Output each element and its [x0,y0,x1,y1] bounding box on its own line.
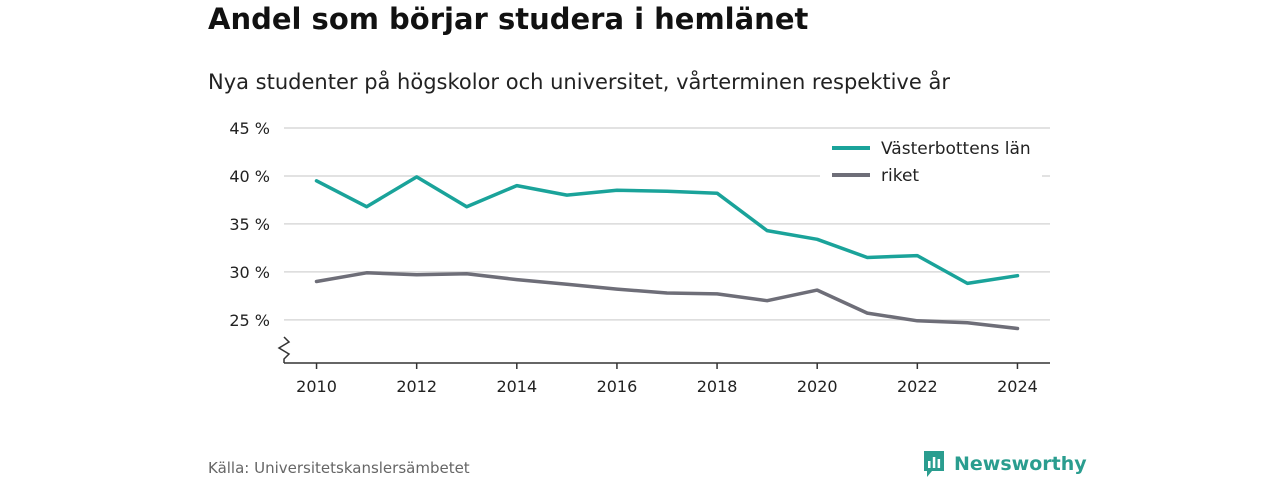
legend-label: Västerbottens län [881,139,1031,159]
x-axis [277,336,1050,364]
y-tick-label: 35 % [229,215,270,234]
series-lines [314,175,1020,331]
series-line-vasterbottens-lan [314,175,1020,286]
newsworthy-logo-icon [924,451,944,477]
legend-background [820,133,1042,189]
brand-logo: Newsworthy [922,449,1087,479]
y-tick-label: 40 % [229,167,270,186]
x-axis-tick-labels: 2010 2012 2014 2016 2018 2020 2022 2024 [296,363,1038,396]
x-tick-label: 2012 [396,377,437,396]
y-tick-label: 25 % [229,311,270,330]
legend: Västerbottens län riket [820,133,1042,189]
y-axis-break-icon [277,336,291,363]
x-tick-label: 2010 [296,377,337,396]
legend-label: riket [881,166,919,186]
source-note: Källa: Universitetskanslersämbetet [208,459,470,477]
x-tick-label: 2020 [797,377,838,396]
y-axis-tick-labels: 25 % 30 % 35 % 40 % 45 % [229,119,270,330]
brand-name: Newsworthy [954,453,1087,475]
x-tick-label: 2024 [997,377,1038,396]
x-tick-label: 2022 [897,377,938,396]
chart-subtitle: Nya studenter på högskolor och universit… [208,70,950,94]
y-tick-label: 45 % [229,119,270,138]
x-tick-label: 2016 [597,377,638,396]
chart-title: Andel som börjar studera i hemlänet [208,2,809,36]
x-tick-label: 2014 [496,377,537,396]
series-line-riket [314,271,1020,331]
y-tick-label: 30 % [229,263,270,282]
x-tick-label: 2018 [697,377,738,396]
